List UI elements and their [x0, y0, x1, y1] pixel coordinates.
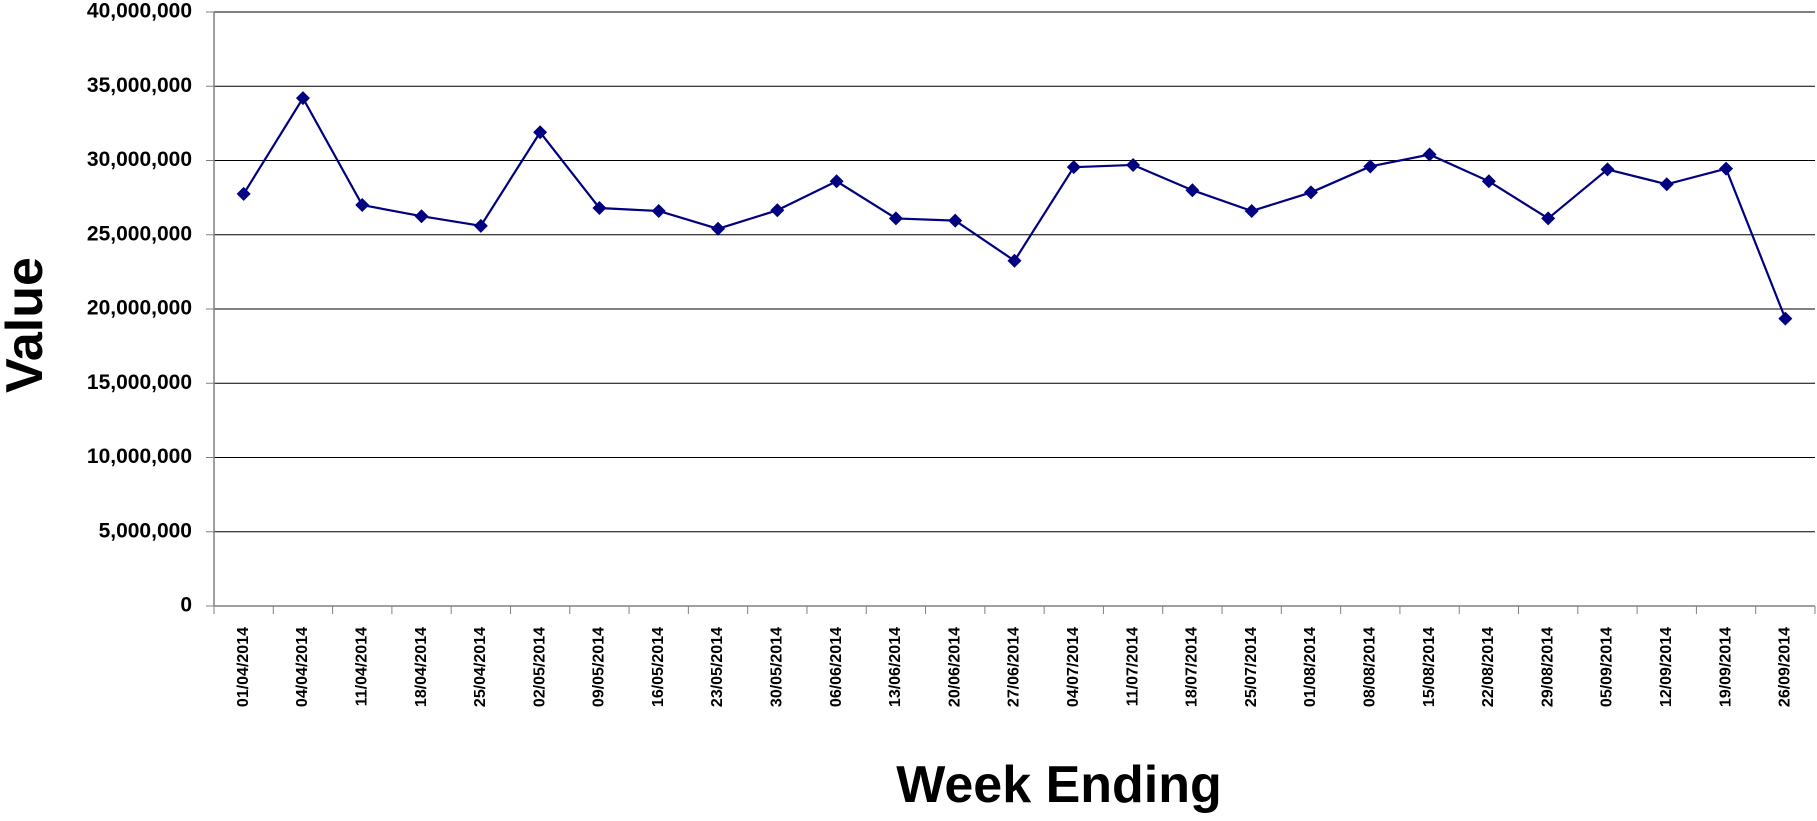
point-marker [1481, 174, 1496, 189]
y-tick-label: 0 [180, 594, 192, 617]
x-tick-label: 06/06/2014 [828, 627, 845, 707]
x-tick-label: 04/07/2014 [1065, 627, 1082, 707]
x-tick-label: 15/08/2014 [1421, 627, 1438, 707]
x-tick-label: 01/08/2014 [1302, 627, 1319, 707]
point-marker [1659, 177, 1674, 192]
point-marker [1363, 159, 1378, 174]
x-tick-label: 30/05/2014 [769, 627, 786, 707]
x-tick-label: 27/06/2014 [1006, 627, 1023, 707]
x-tick-label: 19/09/2014 [1717, 627, 1734, 707]
point-marker [770, 203, 785, 218]
point-marker [592, 201, 607, 216]
x-tick-label: 13/06/2014 [887, 627, 904, 707]
x-tick-label: 22/08/2014 [1480, 627, 1497, 707]
x-tick-label: 01/04/2014 [235, 627, 252, 707]
y-tick-label: 15,000,000 [87, 371, 192, 394]
y-tick-label: 35,000,000 [87, 74, 192, 97]
point-marker [711, 221, 726, 236]
x-tick-label: 25/04/2014 [472, 627, 489, 707]
point-marker [1778, 311, 1793, 326]
point-marker [414, 209, 429, 224]
point-marker [1007, 253, 1022, 268]
point-marker [1303, 185, 1318, 200]
x-tick-label: 11/07/2014 [1124, 627, 1141, 706]
x-tick-label: 02/05/2014 [531, 627, 548, 707]
y-tick-label: 5,000,000 [99, 519, 192, 542]
x-tick-label: 04/04/2014 [294, 627, 311, 707]
point-marker [236, 186, 251, 201]
y-tick-label: 10,000,000 [87, 445, 192, 468]
x-tick-label: 18/04/2014 [413, 627, 430, 707]
x-axis-title: Week Ending [896, 756, 1222, 814]
point-marker [533, 125, 548, 140]
x-tick-label: 11/04/2014 [353, 627, 370, 706]
point-marker [651, 203, 666, 218]
x-tick-label: 12/09/2014 [1658, 627, 1675, 707]
x-tick-label: 09/05/2014 [591, 627, 608, 707]
point-marker [1541, 211, 1556, 226]
y-tick-label: 25,000,000 [87, 222, 192, 245]
point-marker [473, 218, 488, 233]
x-tick-label: 26/09/2014 [1777, 627, 1794, 707]
x-tick-label: 20/06/2014 [946, 627, 963, 707]
series-line [242, 95, 1787, 320]
x-tick-label: 08/08/2014 [1361, 627, 1378, 707]
x-tick-label: 16/05/2014 [650, 627, 667, 707]
x-tick-label: 05/09/2014 [1599, 627, 1616, 707]
y-tick-label: 30,000,000 [87, 148, 192, 171]
point-marker [1066, 160, 1081, 175]
x-tick-label: 29/08/2014 [1539, 627, 1556, 707]
point-marker [1244, 203, 1259, 218]
x-tick-label: 23/05/2014 [709, 627, 726, 707]
point-marker [1422, 147, 1437, 162]
x-tick-label: 25/07/2014 [1243, 627, 1260, 707]
point-marker [888, 211, 903, 226]
point-marker [1719, 161, 1734, 176]
point-marker [355, 198, 370, 213]
point-marker [295, 91, 310, 106]
point-marker [948, 213, 963, 228]
point-marker [1126, 157, 1141, 172]
point-marker [1185, 183, 1200, 198]
y-axis-title: Value [0, 257, 54, 393]
y-tick-label: 40,000,000 [87, 0, 192, 23]
x-tick-label: 18/07/2014 [1184, 627, 1201, 707]
y-tick-label: 20,000,000 [87, 297, 192, 320]
point-marker [829, 174, 844, 189]
point-marker [1600, 162, 1615, 177]
